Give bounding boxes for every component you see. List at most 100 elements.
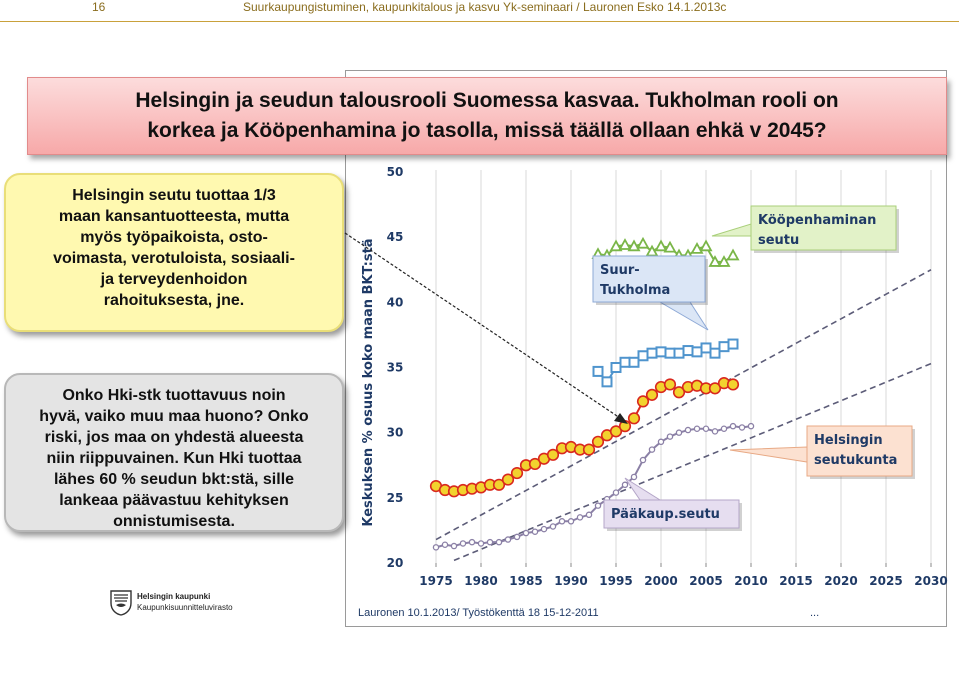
callout-label: Kööpenhaminan: [758, 213, 876, 228]
callout-tail: [711, 223, 752, 237]
series-line-copenhagen: [597, 242, 734, 263]
callout-stockholm: Suur- Tukholma: [592, 255, 709, 331]
bubble-line: onnistumisesta.: [113, 513, 235, 530]
capital-city-point: [657, 438, 665, 446]
callout-tail: [729, 446, 808, 463]
bubble-line: niin riippuvainen. Kun Hki tuottaa: [46, 450, 302, 467]
copenhagen-point: [609, 239, 623, 252]
capital-city-point: [495, 538, 503, 546]
helsinki-region-point: [645, 388, 659, 401]
copenhagen-point: [708, 255, 722, 267]
x-tick-label: 2000: [644, 574, 677, 588]
copenhagen-point: [636, 236, 650, 249]
trend-line-trend-region: [435, 269, 932, 541]
capital-city-point: [585, 511, 593, 519]
y-tick-label: 20: [387, 556, 404, 570]
capital-city-point: [711, 428, 719, 435]
callout-label: Suur-: [600, 263, 640, 278]
stockholm-point: [718, 341, 730, 353]
x-tick-label: 2005: [689, 574, 722, 588]
capital-city-point: [468, 538, 476, 546]
capital-city-point: [558, 518, 566, 525]
stockholm-point: [700, 342, 712, 354]
bubble-line: hyvä, vaiko muu maa huono? Onko: [39, 408, 309, 425]
stockholm-point: [709, 347, 721, 359]
helsinki-region-point: [627, 412, 641, 425]
callout-label: seutukunta: [814, 453, 897, 468]
bubble-line: Onko Hki-stk tuottavuus noin: [62, 387, 286, 404]
callout-label: Pääkaup.seutu: [611, 507, 720, 522]
stockholm-point: [664, 347, 676, 359]
x-tick-label: 2020: [824, 574, 857, 588]
y-tick-label: 35: [387, 361, 404, 375]
callout-box: [592, 255, 706, 303]
x-tick-label: 2030: [914, 574, 947, 588]
info-bubble-helsinki-share: Helsingin seutu tuottaa 1/3 maan kansant…: [4, 173, 344, 332]
helsinki-region-point: [546, 448, 560, 461]
x-tick-label: 2025: [869, 574, 902, 588]
capital-city-point: [522, 529, 530, 537]
callout-label: seutu: [758, 233, 799, 248]
callout-box: [806, 425, 913, 477]
capital-city-point: [450, 542, 458, 550]
capital-city-point: [612, 489, 620, 496]
x-tick-label: 2010: [734, 574, 767, 588]
helsinki-region-point: [528, 457, 542, 471]
capital-city-point: [702, 425, 710, 433]
helsinki-region-point: [492, 478, 506, 491]
stockholm-point: [691, 346, 703, 358]
stockholm-point: [682, 345, 694, 357]
helsinki-crest-icon: [110, 590, 132, 616]
capital-city-point: [567, 518, 575, 525]
copenhagen-point: [663, 240, 677, 253]
callout-label: Tukholma: [600, 283, 670, 298]
stockholm-point: [619, 356, 631, 368]
bubble-line: ja terveydenhoidon: [100, 271, 248, 288]
copenhagen-point: [618, 238, 632, 250]
trend-line-trend-city: [453, 362, 932, 562]
stockholm-point: [592, 365, 604, 377]
bubble-line: maan kansantuotteesta, mutta: [58, 208, 290, 225]
stockholm-point: [610, 362, 622, 373]
stockholm-point: [601, 376, 613, 388]
callout-capital-city: Pääkaup.seutu: [603, 477, 742, 531]
stockholm-point: [628, 356, 640, 368]
bubble-line: riski, jos maa on yhdestä alueesta: [44, 429, 304, 446]
slide-title-line-2: korkea ja Kööpenhamina jo tasolla, missä…: [147, 119, 827, 142]
capital-city-point: [639, 456, 647, 464]
callout-box: [750, 205, 897, 251]
footer-credit: Lauronen 10.1.2013/ Työstökenttä 18 15-1…: [358, 607, 599, 619]
bubble-line: Helsingin seutu tuottaa 1/3: [72, 187, 276, 204]
capital-city-point: [486, 538, 494, 546]
capital-city-point: [729, 422, 737, 430]
capital-city-point: [738, 424, 746, 431]
stockholm-point: [655, 346, 667, 358]
copenhagen-point: [726, 248, 740, 261]
capital-city-point: [621, 481, 629, 489]
y-tick-label: 40: [387, 295, 404, 309]
logo-text: Helsingin kaupunki Kaupunkisuunnitteluvi…: [137, 591, 233, 613]
helsinki-region-point: [501, 473, 515, 486]
helsinki-region-point: [726, 378, 740, 391]
pointer-line: [344, 232, 621, 419]
capital-city-point: [684, 426, 692, 434]
slide-title-line-1: Helsingin ja seudun talousrooli Suomessa…: [135, 89, 839, 112]
x-tick-label: 2015: [779, 574, 812, 588]
stockholm-point: [637, 350, 649, 362]
bubble-line: voimasta, verotuloista, sosiaali-: [53, 250, 295, 267]
stockholm-point: [646, 347, 658, 359]
capital-city-point: [549, 523, 557, 530]
copenhagen-point: [690, 242, 704, 254]
copenhagen-point: [699, 239, 713, 252]
capital-city-point: [720, 425, 728, 433]
capital-city-point: [648, 446, 656, 453]
helsinki-region-point: [672, 386, 686, 399]
footer-ellipsis: ...: [810, 607, 819, 619]
logo-line-1: Helsingin kaupunki: [137, 592, 211, 601]
helsinki-region-point: [636, 395, 650, 408]
capital-city-point: [477, 540, 485, 547]
y-axis-label: Keskuksen % osuus koko maan BKT:stä: [361, 238, 376, 526]
capital-city-point: [666, 433, 674, 440]
bubble-line: myös työpaikoista, osto-: [80, 229, 268, 246]
helsinki-region-point: [708, 382, 722, 395]
